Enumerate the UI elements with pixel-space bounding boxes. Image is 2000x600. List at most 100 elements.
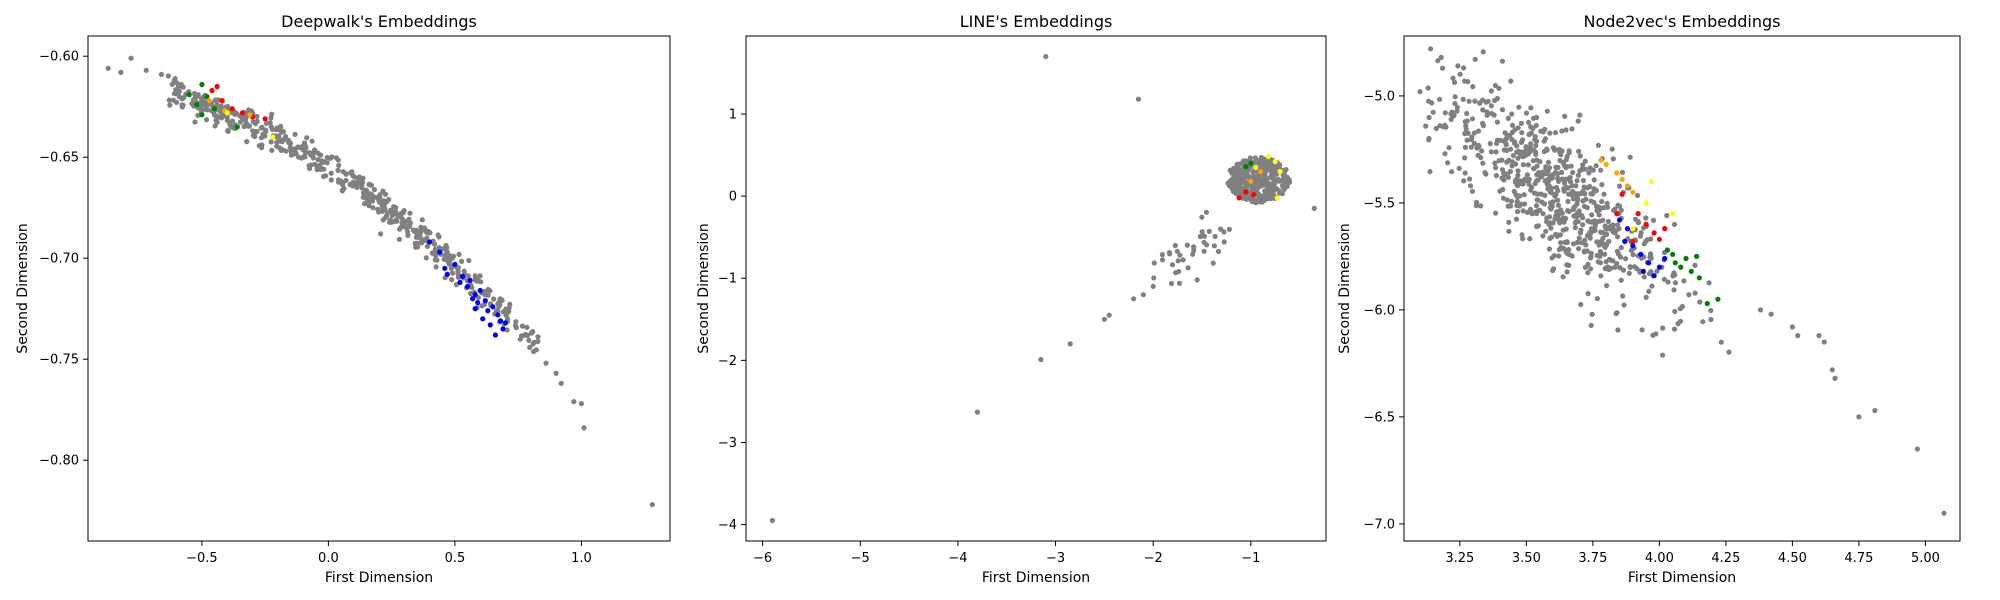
background-point bbox=[1580, 222, 1586, 228]
highlight-point bbox=[1624, 226, 1631, 232]
highlight-point bbox=[206, 98, 213, 104]
background-point bbox=[1643, 215, 1649, 221]
background-point bbox=[1556, 253, 1562, 259]
background-point bbox=[1557, 220, 1563, 226]
background-point bbox=[1159, 252, 1165, 258]
background-point bbox=[1454, 108, 1460, 114]
background-point bbox=[1492, 82, 1498, 89]
background-point bbox=[215, 114, 221, 120]
axes-frame bbox=[1403, 35, 1961, 542]
background-point bbox=[1492, 160, 1498, 166]
background-point bbox=[434, 257, 440, 263]
background-point bbox=[1665, 279, 1671, 285]
y-tick-label: 1 bbox=[729, 108, 737, 123]
background-point bbox=[1643, 294, 1649, 300]
background-point bbox=[1619, 169, 1626, 175]
background-point bbox=[1524, 172, 1530, 178]
background-point bbox=[1573, 183, 1579, 189]
background-point bbox=[497, 296, 503, 302]
highlight-point bbox=[1651, 230, 1657, 236]
background-point bbox=[1455, 63, 1461, 69]
chart-title: Deepwalk's Embeddings bbox=[281, 12, 477, 31]
x-tick-label: −3 bbox=[1046, 551, 1065, 566]
background-point bbox=[1151, 260, 1157, 266]
background-point bbox=[1472, 56, 1478, 62]
x-tick-label: 1.0 bbox=[571, 551, 592, 566]
background-point bbox=[1591, 199, 1597, 206]
highlight-point bbox=[262, 116, 268, 122]
background-point bbox=[1446, 145, 1452, 151]
background-point bbox=[504, 327, 510, 333]
background-point bbox=[1630, 252, 1636, 258]
background-point bbox=[415, 234, 421, 240]
background-point bbox=[1544, 146, 1550, 152]
highlight-point bbox=[1598, 157, 1604, 163]
background-point bbox=[1532, 180, 1538, 187]
background-point bbox=[1462, 78, 1468, 84]
highlight-point bbox=[1616, 217, 1623, 223]
background-point bbox=[362, 190, 368, 196]
background-point bbox=[1043, 53, 1049, 60]
background-point bbox=[1462, 170, 1468, 176]
background-point bbox=[1176, 280, 1183, 286]
background-point bbox=[1480, 123, 1486, 129]
y-tick-label: −0.70 bbox=[39, 252, 79, 267]
background-point bbox=[1038, 356, 1044, 363]
background-point bbox=[295, 145, 301, 151]
highlight-point bbox=[1646, 260, 1652, 266]
background-point bbox=[495, 301, 501, 307]
y-axis-label: Second Dimension bbox=[696, 223, 712, 353]
background-point bbox=[398, 214, 404, 220]
background-point bbox=[1228, 183, 1234, 190]
background-point bbox=[478, 279, 484, 285]
background-point bbox=[1236, 182, 1242, 188]
background-point bbox=[1515, 168, 1521, 174]
background-point bbox=[1493, 165, 1499, 171]
background-point bbox=[1562, 239, 1568, 245]
background-point bbox=[1442, 110, 1448, 116]
background-point bbox=[267, 120, 273, 126]
background-point bbox=[268, 139, 274, 145]
background-point bbox=[1264, 185, 1271, 191]
background-point bbox=[1671, 287, 1677, 293]
background-point bbox=[1531, 190, 1538, 196]
background-point bbox=[1510, 153, 1516, 159]
background-point bbox=[1597, 260, 1603, 266]
background-point bbox=[1615, 234, 1621, 240]
background-point bbox=[1456, 165, 1462, 171]
background-point bbox=[1551, 266, 1557, 272]
background-point bbox=[1574, 178, 1580, 184]
background-point bbox=[1201, 248, 1207, 254]
background-point bbox=[1528, 105, 1534, 111]
background-point bbox=[1430, 109, 1436, 115]
background-point bbox=[1560, 215, 1566, 221]
background-point bbox=[1477, 100, 1483, 106]
background-point bbox=[1449, 109, 1455, 115]
background-point bbox=[1493, 149, 1499, 155]
background-point bbox=[543, 360, 549, 366]
background-point bbox=[287, 144, 293, 150]
background-point bbox=[391, 204, 397, 210]
background-point bbox=[1463, 123, 1469, 129]
background-point bbox=[359, 179, 366, 185]
background-point bbox=[1172, 242, 1178, 249]
highlight-point bbox=[1670, 251, 1676, 257]
background-point bbox=[1856, 414, 1862, 420]
background-point bbox=[1567, 174, 1573, 181]
background-point bbox=[1450, 75, 1456, 81]
background-point bbox=[1210, 260, 1216, 266]
background-point bbox=[1185, 265, 1191, 271]
background-point bbox=[166, 97, 172, 103]
highlight-point bbox=[452, 261, 458, 267]
y-tick-label: −6.0 bbox=[1363, 303, 1395, 318]
background-point bbox=[384, 210, 390, 216]
background-point bbox=[333, 155, 339, 161]
background-point bbox=[424, 243, 430, 249]
background-point bbox=[1535, 197, 1541, 203]
background-point bbox=[1491, 112, 1497, 118]
y-tick-label: −7.0 bbox=[1363, 517, 1395, 532]
highlight-point bbox=[1648, 178, 1654, 185]
background-point bbox=[293, 150, 299, 156]
background-point bbox=[1135, 96, 1142, 102]
background-point bbox=[1582, 264, 1588, 270]
